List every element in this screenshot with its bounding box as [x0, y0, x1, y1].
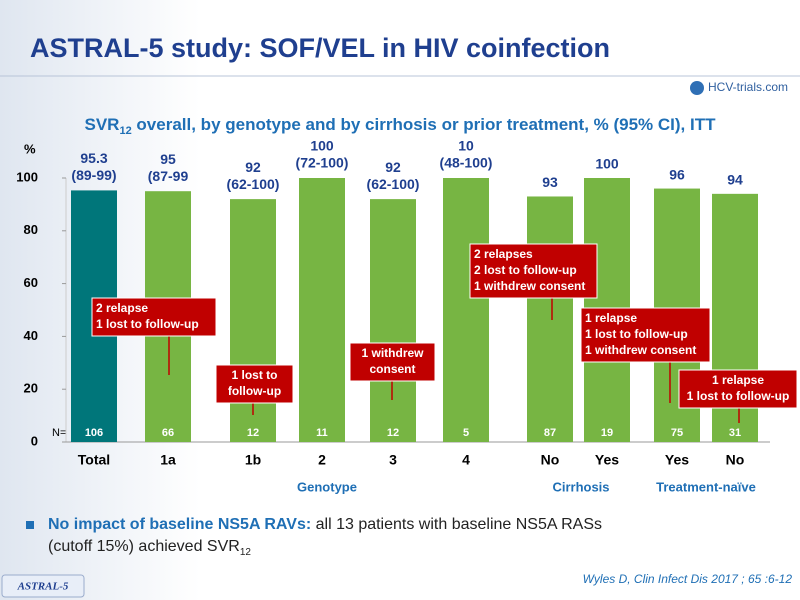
- bar: [443, 178, 489, 442]
- annotation-text: 1 relapse: [585, 311, 637, 325]
- bullet-marker: [26, 521, 34, 529]
- annotation-text: 1 relapse: [712, 373, 764, 387]
- n-label: 87: [544, 427, 556, 439]
- y-tick-label: 20: [24, 381, 38, 396]
- value-label: 100: [310, 138, 334, 154]
- x-tick-label: 2: [318, 452, 326, 468]
- ci-label: (62-100): [227, 176, 280, 192]
- badge-box: [1, 574, 85, 598]
- value-label: 96: [669, 166, 685, 182]
- logo-icon: [690, 81, 704, 95]
- bullet-bold: No impact of baseline NS5A RAVs:: [48, 516, 311, 533]
- title-sub: 12: [119, 125, 131, 137]
- n-label: 12: [387, 427, 399, 439]
- bar: [299, 178, 345, 442]
- annotation-box: [91, 297, 217, 337]
- ci-label: (48-100): [440, 155, 493, 171]
- logo: HCV-trials.com: [708, 80, 788, 94]
- y-unit: %: [24, 141, 36, 156]
- annotation-text: 1 withdrew consent: [585, 343, 696, 357]
- badge: ASTRAL-5: [17, 581, 69, 593]
- y-tick-label: 60: [24, 275, 38, 290]
- annotation-text: 2 relapses: [474, 247, 533, 261]
- citation: Wyles D, Clin Infect Dis 2017 ; 65 :6-12: [583, 572, 793, 586]
- x-tick-label: Yes: [665, 452, 689, 468]
- n-label: 11: [316, 427, 328, 439]
- value-label: 100: [595, 156, 619, 172]
- value-label: 92: [245, 159, 261, 175]
- annotation-box: [678, 369, 798, 409]
- x-tick-label: No: [541, 452, 560, 468]
- y-tick-label: 80: [24, 222, 38, 237]
- annotation-text: 2 lost to follow-up: [474, 263, 577, 277]
- bullet-text: all 13 patients with baseline NS5A RASs: [311, 516, 602, 533]
- value-label: 94: [727, 172, 743, 188]
- title-main: SVR: [84, 115, 119, 134]
- annotation-text: follow-up: [228, 384, 281, 398]
- title-rest: overall, by genotype and by cirrhosis or…: [132, 115, 716, 134]
- annotation-text: 2 relapse: [96, 301, 148, 315]
- group-label: Cirrhosis: [552, 479, 609, 494]
- ci-label: (89-99): [71, 167, 116, 183]
- n-label: 66: [162, 427, 174, 439]
- annotation-text: 1 lost to follow-up: [96, 317, 199, 331]
- annotation-text: 1 withdrew: [361, 346, 424, 360]
- n-label: 75: [671, 427, 683, 439]
- annotation-box: [349, 342, 436, 382]
- n-label: 12: [247, 427, 259, 439]
- n-label: 5: [463, 427, 469, 439]
- x-tick-label: 1b: [245, 452, 261, 468]
- value-label: 10: [458, 138, 474, 154]
- chart-title: SVR12 overall, by genotype and by cirrho…: [84, 115, 716, 136]
- value-label: 93: [542, 174, 558, 190]
- n-label: 31: [729, 427, 741, 439]
- annotation-text: 1 lost to follow-up: [687, 389, 790, 403]
- y-tick-label: 40: [24, 328, 38, 343]
- x-tick-label: Yes: [595, 452, 619, 468]
- value-label: 92: [385, 159, 401, 175]
- annotation-text: 1 lost to follow-up: [585, 327, 688, 341]
- x-tick-label: 4: [462, 452, 470, 468]
- annotation-text: consent: [369, 362, 415, 376]
- y-tick-label: 0: [31, 433, 38, 448]
- value-label: 95: [160, 151, 176, 167]
- annotation-box: [215, 364, 294, 404]
- ci-label: (87-99: [148, 168, 189, 184]
- annotation-text: 1 lost to: [231, 368, 277, 382]
- ci-label: (72-100): [296, 155, 349, 171]
- plot: 0 20 40 60 80 100 95.3(89-99) 106 Total 95(87-99 6…: [16, 138, 798, 494]
- bar: [527, 196, 573, 442]
- annotation-box: [580, 307, 711, 363]
- group-label: Genotype: [297, 479, 357, 494]
- annotation-text: 1 withdrew consent: [474, 279, 585, 293]
- n-label: 19: [601, 427, 613, 439]
- value-label: 95.3: [80, 150, 107, 166]
- x-tick-label: Total: [78, 452, 110, 468]
- bullet-sub: 12: [240, 547, 252, 558]
- x-tick-label: No: [726, 452, 745, 468]
- bullet-text2: (cutoff 15%) achieved SVR: [48, 538, 240, 555]
- group-label: Treatment-naïve: [656, 479, 756, 494]
- ci-label: (62-100): [367, 176, 420, 192]
- slide-title: ASTRAL-5 study: SOF/VEL in HIV coinfecti…: [30, 33, 610, 63]
- annotation-box: [469, 243, 598, 299]
- y-tick-label: 100: [16, 169, 38, 184]
- n-label: 106: [85, 427, 103, 439]
- bullet-line2: (cutoff 15%) achieved SVR12: [48, 538, 251, 557]
- bar: [370, 199, 416, 442]
- bullet: No impact of baseline NS5A RAVs: all 13 …: [48, 516, 602, 533]
- n-prefix: N=: [52, 427, 66, 439]
- x-tick-label: 1a: [160, 452, 176, 468]
- x-tick-label: 3: [389, 452, 397, 468]
